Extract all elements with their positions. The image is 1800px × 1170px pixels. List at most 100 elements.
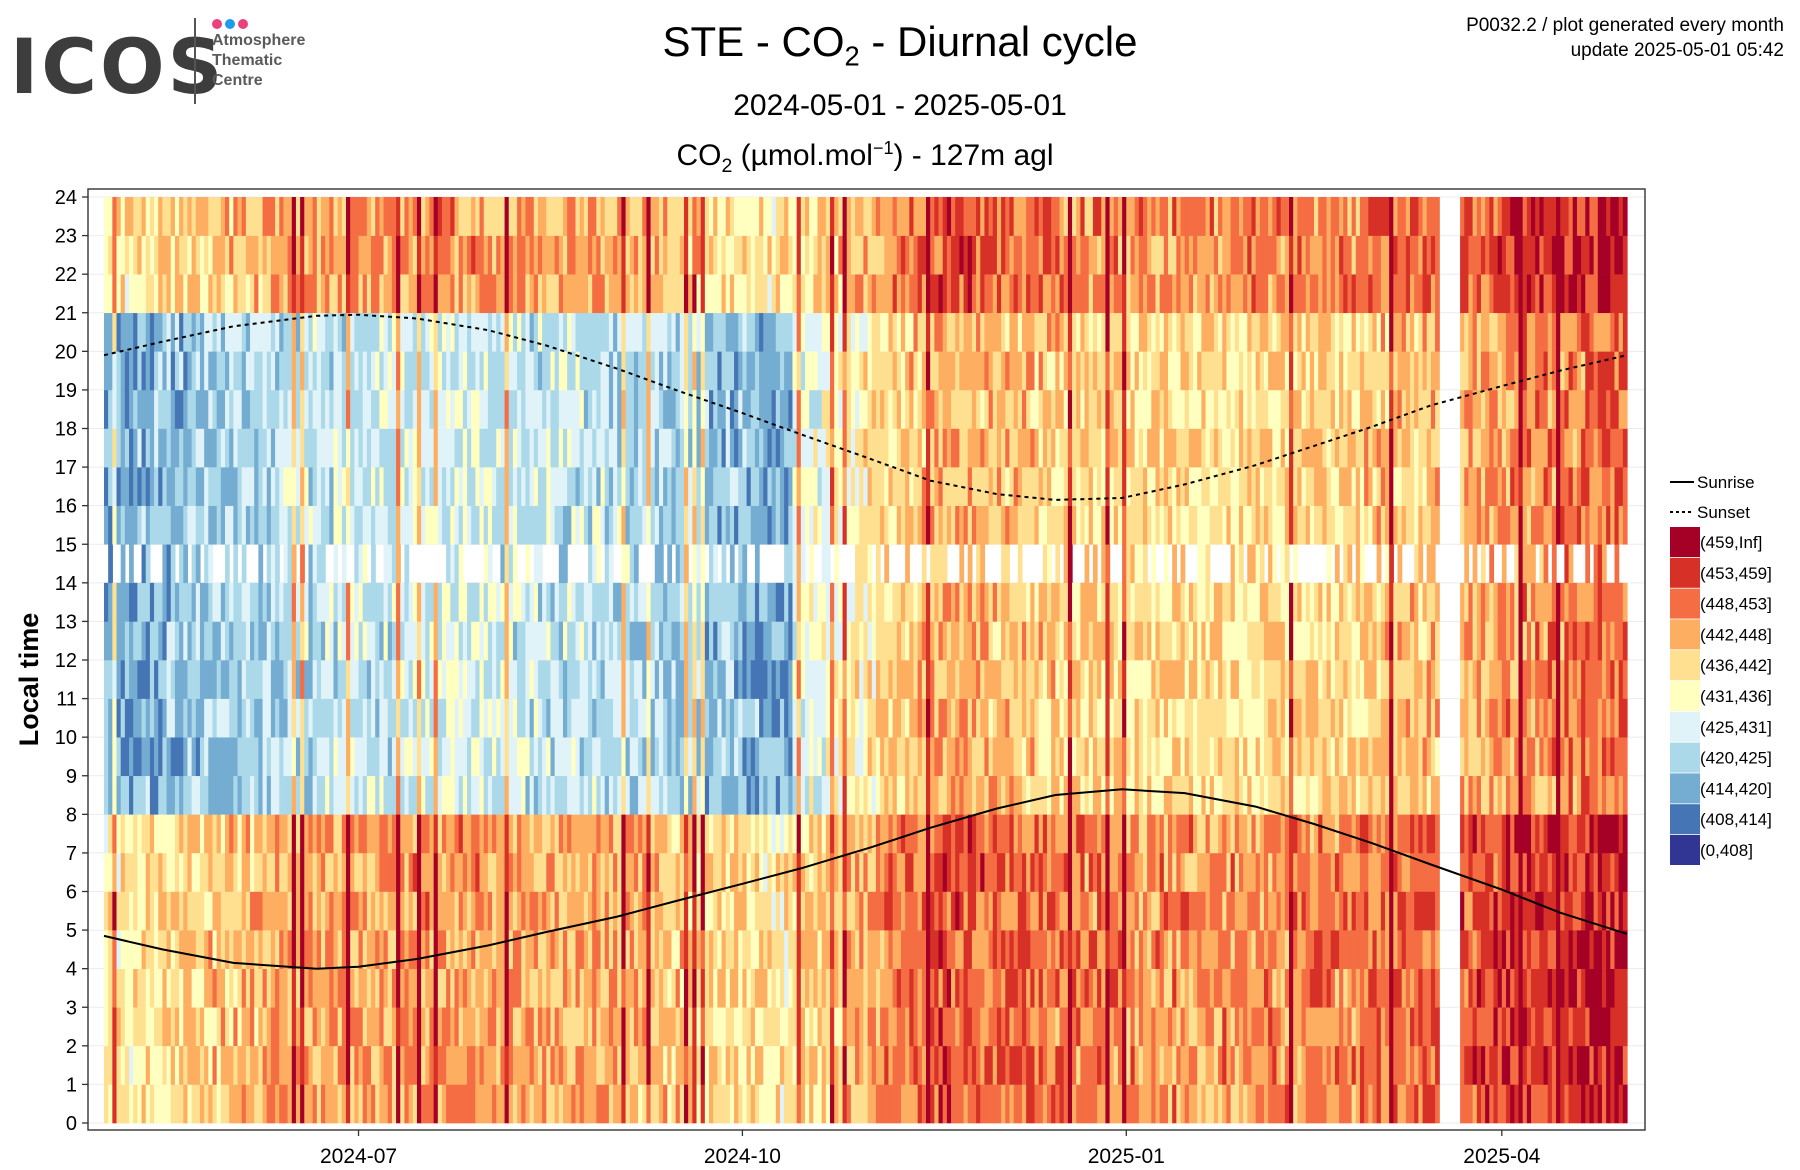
heatmap-cell [508,467,514,506]
heatmap-cell [567,197,572,236]
heatmap-cell [429,389,435,429]
heatmap-cell [266,467,272,506]
heatmap-cell [454,852,460,892]
heatmap-cell [454,968,460,1008]
heatmap-cell [763,891,769,931]
heatmap-cell [174,389,180,429]
heatmap-cell [245,351,251,391]
heatmap-cell [638,1084,643,1124]
heatmap-cell [850,737,856,777]
heatmap-cell [496,891,501,931]
heatmap-cell [525,660,531,699]
heatmap-cell [229,428,234,468]
heatmap-cell [671,852,677,892]
heatmap-cell [759,235,764,275]
heatmap-cell [437,274,443,314]
heatmap-cell [917,505,923,545]
heatmap-cell [763,660,769,699]
heatmap-cell [938,698,944,738]
heatmap-cell [621,1007,627,1047]
heatmap-cell [145,660,151,699]
heatmap-cell [487,660,493,699]
heatmap-cell [967,660,973,699]
heatmap-cell [287,775,293,815]
heatmap-cell [884,968,890,1008]
heatmap-cell [859,621,865,661]
heatmap-cell [504,1007,510,1047]
heatmap-cell [358,968,364,1008]
heatmap-cell [358,660,364,699]
heatmap-cell [821,698,827,738]
heatmap-cell [871,582,877,622]
heatmap-cell [930,312,935,352]
heatmap-cell [888,852,894,892]
heatmap-cell [158,389,164,429]
heatmap-cell [521,351,527,391]
heatmap-cell [600,814,606,854]
heatmap-cell [821,428,827,468]
heatmap-cell [834,312,839,352]
heatmap-cell [738,1084,744,1124]
heatmap-cell [320,852,326,892]
heatmap-cell [679,1007,685,1047]
heatmap-cell [366,1045,372,1085]
heatmap-cell [913,312,919,352]
heatmap-cell [154,930,159,969]
heatmap-cell [562,1084,568,1124]
heatmap-cell [617,698,622,738]
heatmap-cell [738,312,744,352]
heatmap-cell [784,389,789,429]
heatmap-cell [183,197,189,236]
heatmap-cell [154,389,159,429]
heatmap-cell [926,968,931,1008]
heatmap-cell [688,235,693,275]
heatmap-cell [942,1084,948,1124]
heatmap-cell [233,582,239,622]
heatmap-cell [124,775,130,815]
heatmap-cell [830,467,835,506]
heatmap-cell [300,351,305,391]
heatmap-cell [596,467,602,506]
heatmap-cell [704,1084,710,1124]
heatmap-cell [663,930,668,969]
heatmap-cell [483,274,489,314]
heatmap-cell [800,621,806,661]
heatmap-cell [174,428,180,468]
heatmap-cell [784,428,789,468]
logo-dot [238,19,248,29]
heatmap-cell [504,312,510,352]
heatmap-cell [779,274,785,314]
heatmap-cell [346,235,351,275]
heatmap-cell [863,968,869,1008]
subtitle-part-a: CO [676,139,722,172]
heatmap-cell [700,312,706,352]
heatmap-cell [738,197,744,236]
heatmap-cell [846,389,852,429]
heatmap-cell [579,660,585,699]
heatmap-cell [942,467,948,506]
heatmap-cell [951,698,956,738]
heatmap-cell [525,274,531,314]
heatmap-cell [458,235,464,275]
heatmap-cell [475,891,481,931]
heatmap-cell [742,1084,748,1124]
heatmap-cell [291,582,297,622]
heatmap-cell [830,312,835,352]
heatmap-cell [129,930,134,969]
heatmap-cell [709,197,714,236]
heatmap-cell [250,428,255,468]
heatmap-cell [396,505,401,545]
heatmap-cell [116,930,122,969]
heatmap-cell [880,968,885,1008]
heatmap-cell [842,891,848,931]
heatmap-cell [633,312,639,352]
heatmap-cell [258,389,264,429]
heatmap-cell [308,775,314,815]
heatmap-cell [542,235,547,275]
heatmap-cell [633,1084,639,1124]
heatmap-cell [350,505,355,545]
heatmap-cell [738,968,744,1008]
heatmap-cell [141,1084,147,1124]
heatmap-cell [412,737,418,777]
heatmap-cell [492,1045,497,1085]
